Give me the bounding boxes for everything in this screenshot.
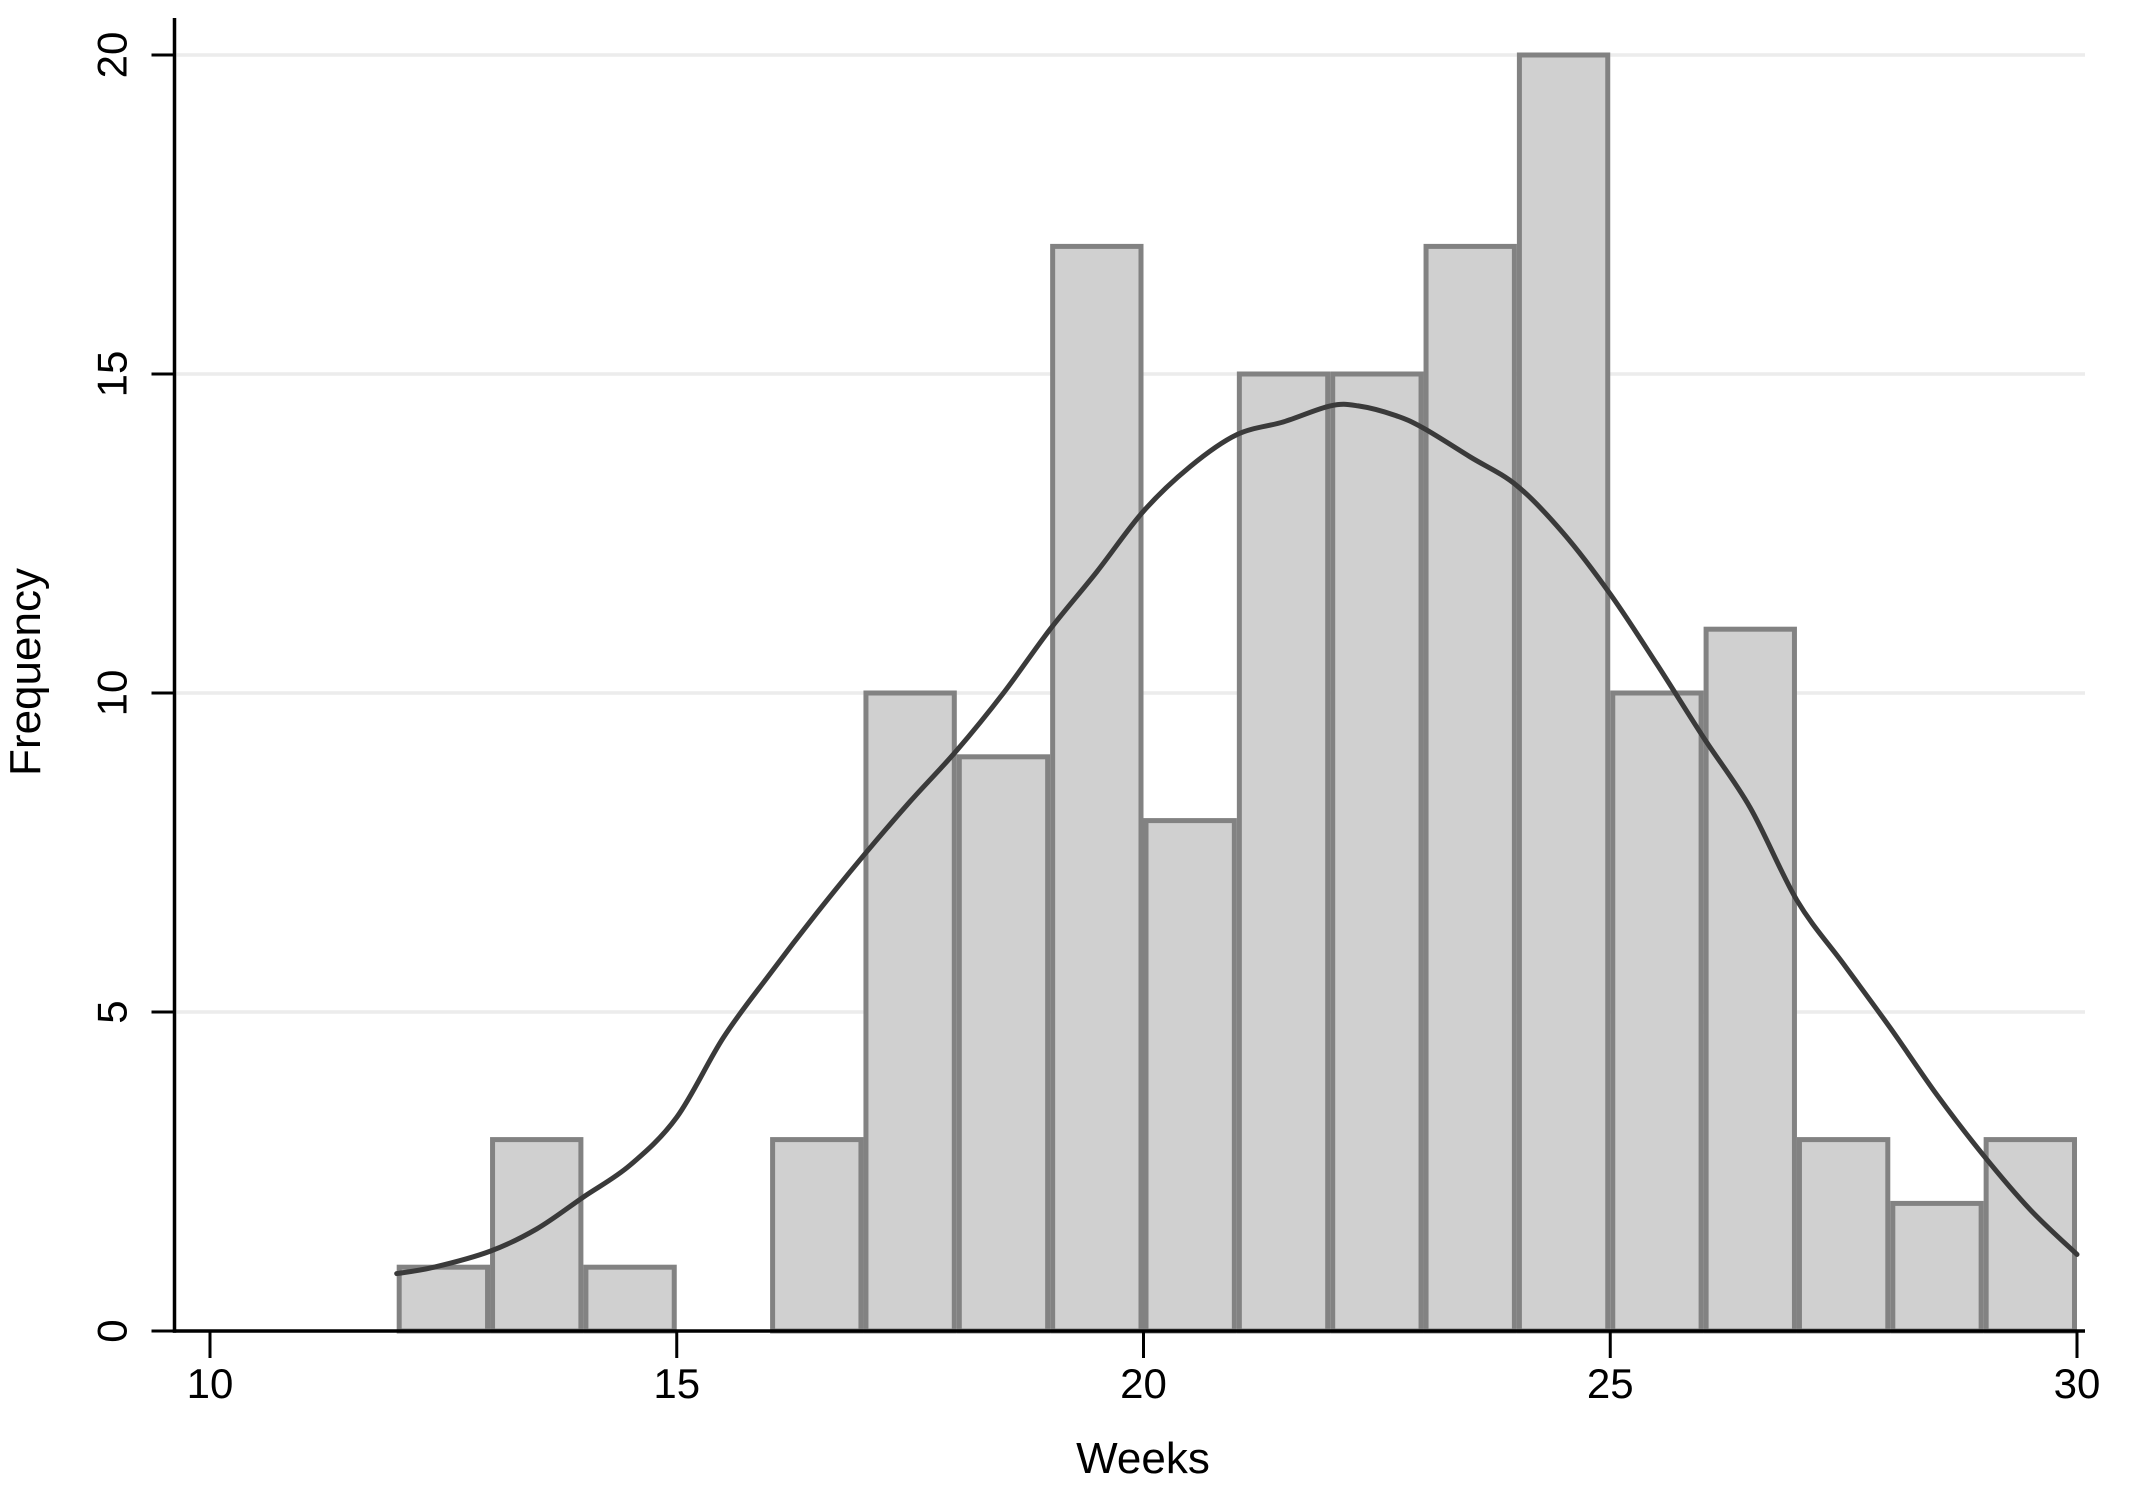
y-tick-label-15: 15 <box>89 351 136 398</box>
x-tick-label-30: 30 <box>2054 1360 2101 1407</box>
y-axis-label: Frequency <box>1 568 50 776</box>
histogram-bar-24-25 <box>1516 52 1611 1334</box>
y-tick-label-5: 5 <box>89 1000 136 1023</box>
histogram-bar-25-26 <box>1610 690 1704 1334</box>
y-tick-label-20: 20 <box>89 32 136 79</box>
histogram-bar-19-20 <box>1050 243 1144 1334</box>
tick-labels: 10 15 20 25 30 0 5 10 15 20 <box>89 32 2101 1407</box>
histogram-bar-29-30 <box>1983 1137 2078 1334</box>
histogram-bar-14-15 <box>583 1264 677 1334</box>
density-curve <box>394 401 2080 1277</box>
histogram-bar-27-28 <box>1796 1137 1891 1334</box>
histogram-bar-13-14 <box>490 1137 584 1334</box>
axes <box>151 18 2085 1358</box>
x-tick-label-20: 20 <box>1120 1360 1167 1407</box>
histogram-bar-26-27 <box>1703 626 1797 1334</box>
histogram-bar-17-18 <box>863 690 957 1334</box>
histogram-bar-28-29 <box>1890 1200 1984 1334</box>
histogram-bar-23-24 <box>1423 243 1517 1334</box>
histogram-bar-12-13 <box>396 1264 491 1334</box>
x-tick-label-15: 15 <box>653 1360 700 1407</box>
histogram-bar-22-23 <box>1330 371 1424 1334</box>
density-curve-layer <box>394 401 2080 1277</box>
y-tick-label-0: 0 <box>89 1319 136 1342</box>
histogram-bar-18-19 <box>956 754 1051 1334</box>
histogram-bar-20-21 <box>1143 818 1237 1334</box>
x-tick-label-10: 10 <box>187 1360 234 1407</box>
x-axis-label: Weeks <box>1076 1434 1210 1483</box>
x-tick-label-25: 25 <box>1587 1360 1634 1407</box>
histogram-bar-16-17 <box>770 1137 864 1334</box>
histogram-bars <box>396 52 2078 1334</box>
histogram-bar-21-22 <box>1236 371 1331 1334</box>
y-tick-label-10: 10 <box>89 670 136 717</box>
